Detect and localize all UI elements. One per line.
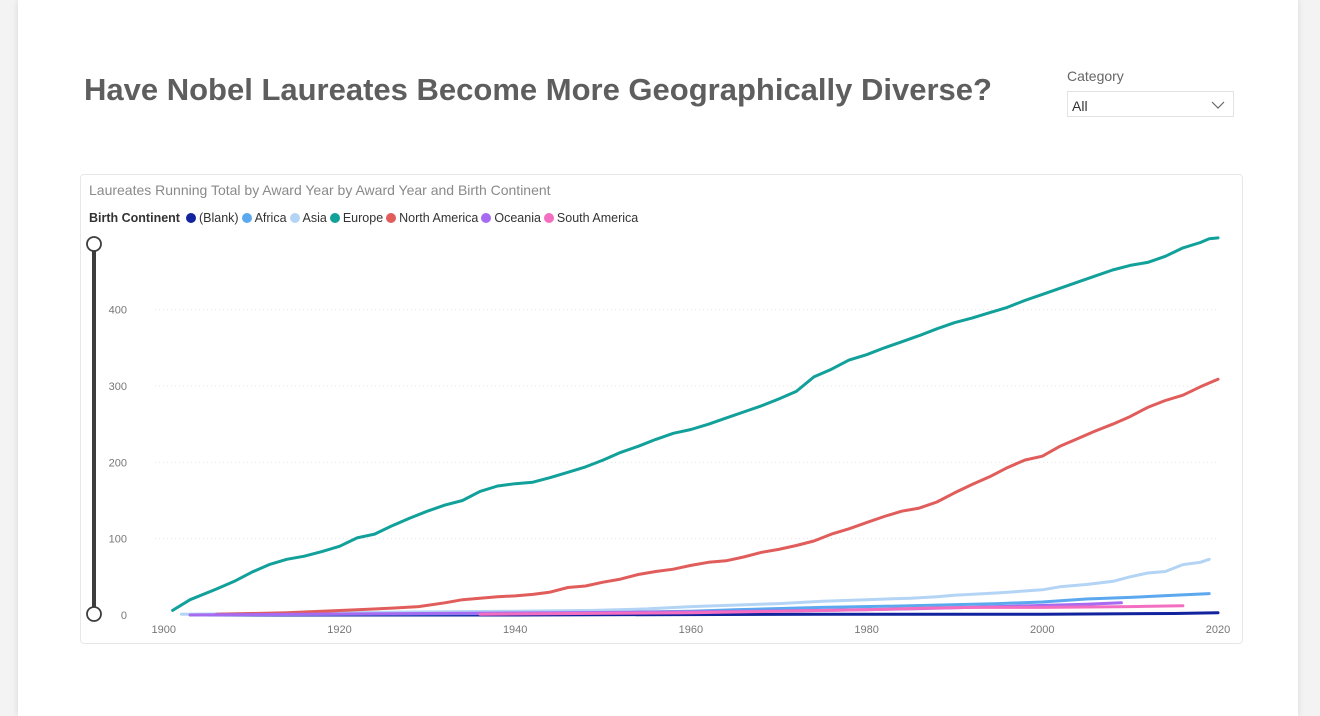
- chart-title: Laureates Running Total by Award Year by…: [89, 182, 551, 198]
- legend-marker: [185, 213, 196, 223]
- legend-marker: [241, 213, 252, 223]
- legend-label: Africa: [254, 211, 287, 225]
- y-tick-label: 300: [109, 381, 127, 393]
- legend-item[interactable]: Europe: [329, 211, 384, 225]
- line-chart-visual: 0 100 200 300 400 1900 1920 1940 1960 1980 2000 202…: [80, 174, 1243, 644]
- dropdown-value: All: [1072, 98, 1088, 114]
- x-tick-label: 1900: [152, 624, 176, 636]
- legend-item[interactable]: North America: [386, 211, 478, 225]
- legend-marker: [543, 213, 554, 223]
- legend-marker: [289, 213, 300, 223]
- x-tick-label: 2020: [1206, 624, 1230, 636]
- legend-marker: [329, 213, 340, 223]
- series-line-south-america[interactable]: [478, 604, 1185, 616]
- zoom-slider-bottom-handle[interactable]: [86, 606, 102, 622]
- legend-item[interactable]: Oceania: [481, 211, 541, 225]
- legend-item[interactable]: Asia: [289, 211, 327, 225]
- series-line-asia[interactable]: [179, 557, 1211, 616]
- legend-title: Birth Continent: [89, 211, 180, 225]
- category-dropdown[interactable]: All: [1067, 91, 1234, 117]
- page-title: Have Nobel Laureates Become More Geograp…: [84, 72, 992, 107]
- series-line-north-america[interactable]: [215, 377, 1220, 616]
- chart-legend: Birth Continent (Blank) Africa Asia Europe N…: [89, 211, 641, 225]
- x-tick-label: 1980: [854, 624, 878, 636]
- legend-item[interactable]: South America: [543, 211, 639, 225]
- series-line-europe[interactable]: [171, 236, 1220, 612]
- legend-label: (Blank): [198, 211, 239, 225]
- legend-label: North America: [399, 211, 479, 225]
- legend-item[interactable]: (Blank): [185, 211, 239, 225]
- y-tick-label: 100: [109, 534, 127, 546]
- slicer-label: Category: [1067, 68, 1124, 84]
- y-tick-label: 400: [109, 305, 127, 317]
- x-tick-label: 2000: [1030, 624, 1054, 636]
- legend-marker: [386, 213, 397, 223]
- x-tick-label: 1960: [679, 624, 703, 636]
- chevron-down-icon[interactable]: [1211, 97, 1225, 113]
- line-chart: 0 100 200 300 400 1900 1920 1940 1960 1980 2000 202…: [86, 236, 1230, 636]
- report-page: Have Nobel Laureates Become More Geograp…: [18, 0, 1298, 716]
- y-tick-label: 0: [121, 610, 127, 622]
- legend-label: Oceania: [494, 211, 541, 225]
- y-tick-label: 200: [109, 457, 127, 469]
- x-tick-label: 1920: [327, 624, 351, 636]
- legend-label: South America: [556, 211, 639, 225]
- legend-label: Asia: [302, 211, 327, 225]
- legend-label: Europe: [342, 211, 384, 225]
- zoom-slider-top-handle[interactable]: [86, 236, 102, 252]
- category-slicer: Category All: [1067, 68, 1234, 117]
- x-tick-label: 1940: [503, 624, 527, 636]
- legend-item[interactable]: Africa: [241, 211, 287, 225]
- legend-marker: [481, 213, 492, 223]
